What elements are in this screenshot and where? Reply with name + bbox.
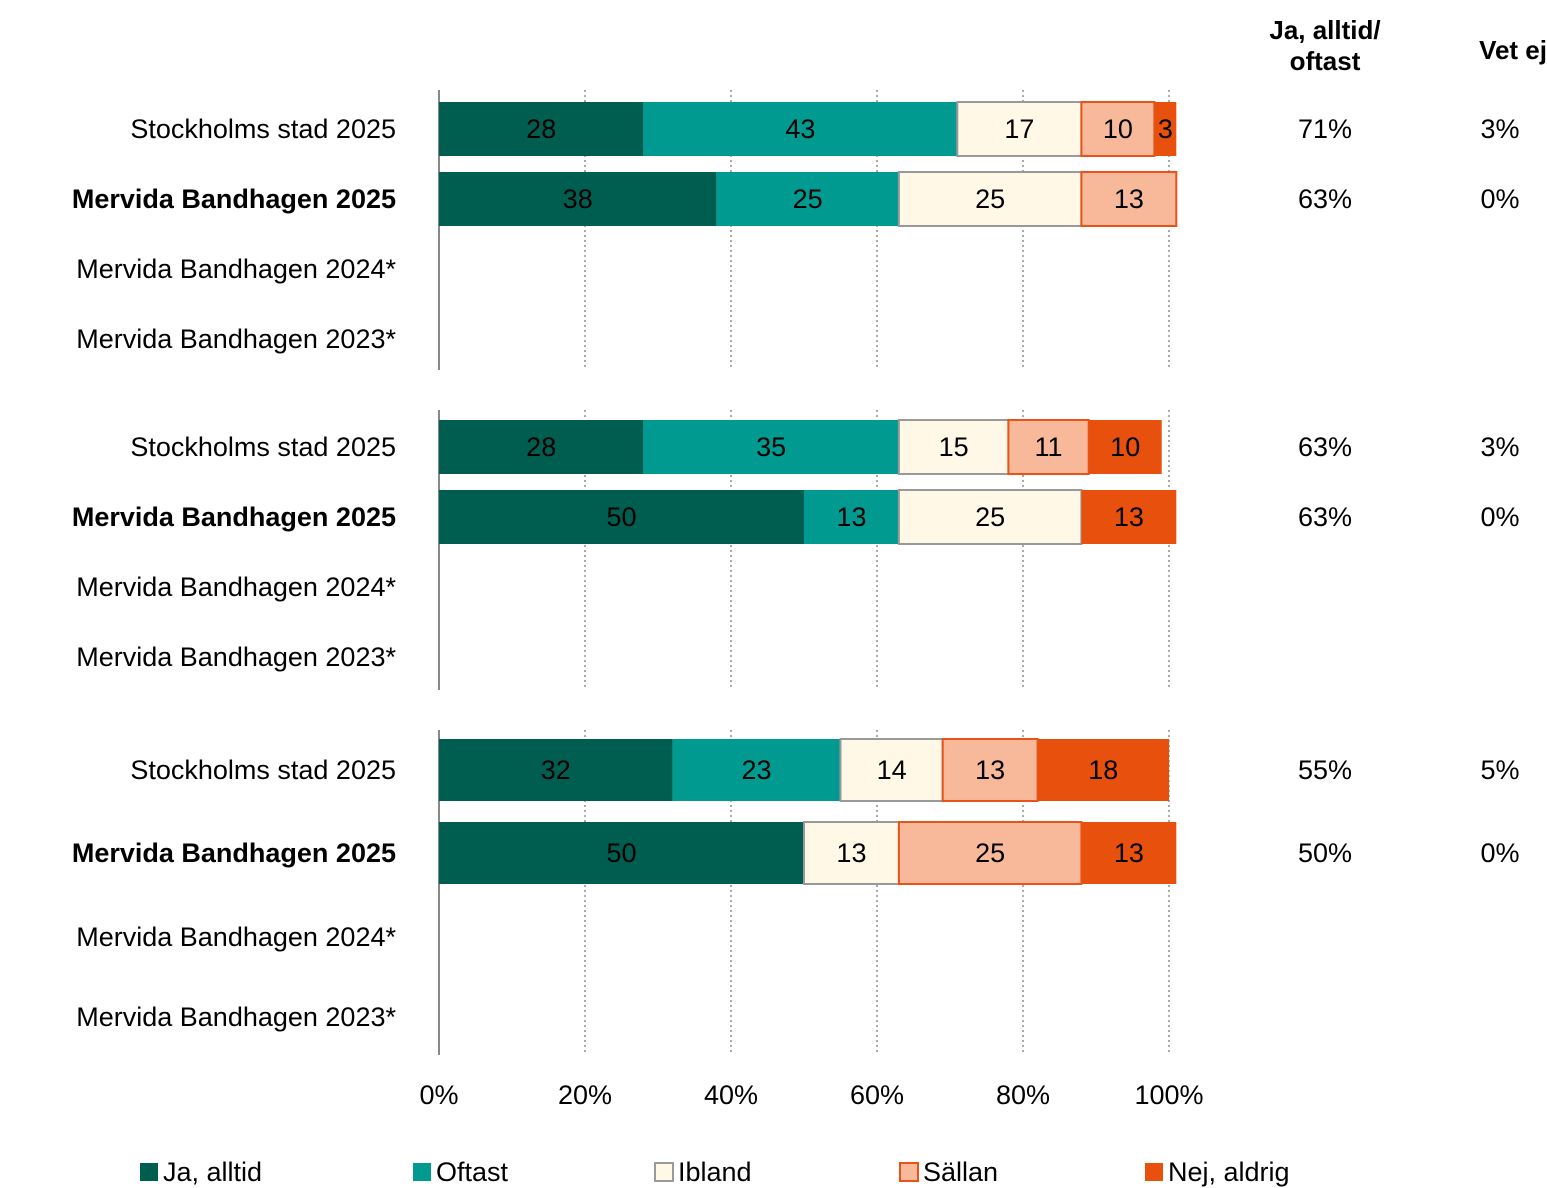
data-label: 13 [1114,184,1144,214]
data-label: 35 [756,432,786,462]
data-label: 25 [975,184,1005,214]
category-label: Mervida Bandhagen 2024* [76,922,396,952]
column-value: 3% [1480,114,1519,144]
column-value: 55% [1298,755,1352,785]
x-tick-label: 0% [419,1080,458,1110]
bar-segment [1154,102,1177,156]
bar-segment [439,822,804,884]
bar-segment [672,739,841,801]
x-tick-label: 20% [558,1080,612,1110]
bar-segment [897,821,1083,885]
category-label: Stockholms stad 2025 [130,114,396,144]
legend-swatch [413,1163,431,1181]
category-label: Mervida Bandhagen 2025 [72,838,396,868]
column-value: 71% [1298,114,1352,144]
data-label: 13 [1114,502,1144,532]
bar-segment [897,489,1083,545]
legend-swatch [899,1162,919,1182]
bar-segment [804,490,899,544]
data-label: 10 [1103,114,1133,144]
data-label: 38 [563,184,593,214]
column-value: 50% [1298,838,1352,868]
legend-label: Ibland [678,1157,752,1187]
bar-segment [439,739,673,801]
category-label: Mervida Bandhagen 2024* [76,254,396,284]
data-label: 32 [541,755,571,785]
data-label: 28 [526,114,556,144]
x-tick-label: 60% [850,1080,904,1110]
bar-segment [716,172,899,226]
legend-label: Sällan [923,1157,998,1187]
category-label: Mervida Bandhagen 2025 [72,502,396,532]
category-label: Mervida Bandhagen 2023* [76,1002,396,1032]
column-header: Ja, alltid/ oftast [1269,15,1381,76]
data-label: 28 [526,432,556,462]
category-label: Mervida Bandhagen 2025 [72,184,396,214]
data-label: 13 [836,502,866,532]
bar-segment [439,102,644,156]
legend-label: Nej, aldrig [1168,1157,1290,1187]
legend-swatch [1145,1163,1163,1181]
category-label: Mervida Bandhagen 2023* [76,324,396,354]
category-label: Mervida Bandhagen 2023* [76,642,396,672]
column-value: 0% [1480,184,1519,214]
data-label: 14 [877,755,907,785]
data-label: 10 [1110,432,1140,462]
column-value: 0% [1480,502,1519,532]
x-tick-label: 40% [704,1080,758,1110]
bar-segment [643,102,958,156]
data-label: 3 [1158,114,1173,144]
data-label: 25 [975,502,1005,532]
bar-segment [1080,171,1178,227]
bar-segment [439,490,804,544]
data-label: 25 [975,838,1005,868]
data-label: 23 [742,755,772,785]
data-label: 50 [606,502,636,532]
column-value: 5% [1480,755,1519,785]
data-label: 13 [975,755,1005,785]
bar-segment [941,738,1039,802]
data-label: 50 [606,838,636,868]
category-label: Mervida Bandhagen 2024* [76,572,396,602]
data-label: 25 [793,184,823,214]
legend-label: Oftast [436,1157,509,1187]
bar-segment [1088,420,1162,474]
bar-segment [439,172,717,226]
x-tick-label: 80% [996,1080,1050,1110]
data-label: 18 [1088,755,1118,785]
bar-segment [1081,822,1177,884]
data-label: 43 [785,114,815,144]
column-header: Vet ej [1479,35,1547,65]
bar-segment [1037,739,1169,801]
column-value: 0% [1480,838,1519,868]
x-tick-label: 100% [1134,1080,1203,1110]
bar-segment [1081,490,1177,544]
category-label: Stockholms stad 2025 [130,755,396,785]
data-label: 15 [939,432,969,462]
category-label: Stockholms stad 2025 [130,432,396,462]
bar-segment [803,821,900,885]
legend-swatch [654,1162,674,1182]
column-value: 63% [1298,502,1352,532]
bar-segment [643,420,899,474]
data-label: 13 [1114,838,1144,868]
bar-segment [439,420,644,474]
column-value: 63% [1298,432,1352,462]
column-value: 63% [1298,184,1352,214]
data-label: 17 [1004,114,1034,144]
data-label: 13 [836,838,866,868]
bar-segment [839,738,944,802]
bar-segment [897,419,1010,475]
column-value: 3% [1480,432,1519,462]
data-label: 11 [1035,432,1063,462]
legend-swatch [140,1163,158,1181]
legend-label: Ja, alltid [163,1157,262,1187]
